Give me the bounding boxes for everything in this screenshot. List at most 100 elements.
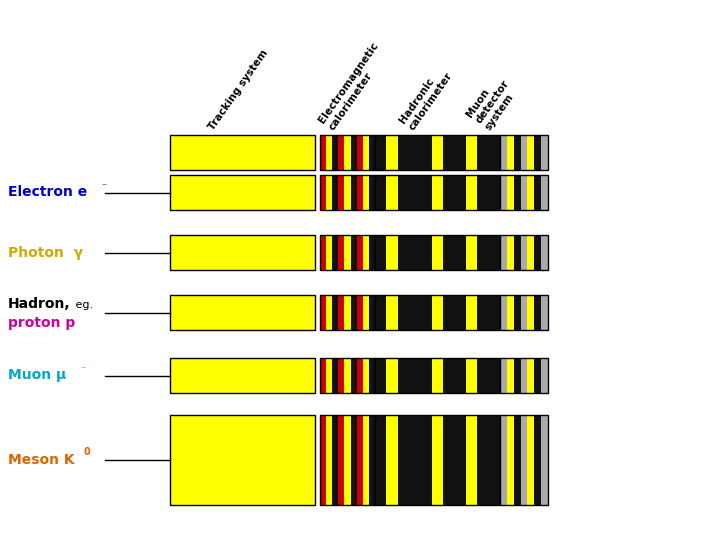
Text: Electron e: Electron e xyxy=(8,186,87,199)
Bar xyxy=(332,415,338,505)
Bar xyxy=(409,175,420,210)
Bar xyxy=(369,135,375,170)
Bar xyxy=(326,358,332,393)
Bar xyxy=(397,135,409,170)
Bar xyxy=(521,235,528,270)
Bar xyxy=(326,135,332,170)
Bar xyxy=(170,235,315,270)
Bar xyxy=(338,358,344,393)
Bar xyxy=(369,415,375,505)
Bar xyxy=(454,235,466,270)
Bar xyxy=(534,175,541,210)
Text: Hadronic
calorimeter: Hadronic calorimeter xyxy=(397,64,454,132)
Bar xyxy=(500,135,507,170)
Bar xyxy=(409,235,420,270)
Bar xyxy=(454,415,466,505)
Bar xyxy=(351,135,356,170)
Bar xyxy=(477,415,489,505)
Bar xyxy=(356,175,363,210)
Bar xyxy=(320,358,326,393)
Bar xyxy=(432,415,444,505)
Bar xyxy=(351,295,356,330)
Text: ⁻: ⁻ xyxy=(101,183,106,192)
Bar xyxy=(477,358,489,393)
Bar xyxy=(500,235,507,270)
Bar xyxy=(375,175,387,210)
Bar xyxy=(444,358,454,393)
Bar xyxy=(344,415,351,505)
Bar xyxy=(534,135,541,170)
Bar xyxy=(420,135,432,170)
Bar xyxy=(170,415,315,505)
Bar xyxy=(489,295,500,330)
Bar xyxy=(528,415,534,505)
Bar xyxy=(500,175,507,210)
Bar xyxy=(344,295,351,330)
Bar xyxy=(432,358,444,393)
Bar xyxy=(320,295,326,330)
Bar xyxy=(500,415,507,505)
Bar xyxy=(444,415,454,505)
Text: Electromagnetic
calorimeter: Electromagnetic calorimeter xyxy=(318,40,390,132)
Bar xyxy=(444,235,454,270)
Bar xyxy=(369,295,375,330)
Bar xyxy=(170,175,315,210)
Bar xyxy=(375,135,387,170)
Bar xyxy=(466,358,477,393)
Bar xyxy=(454,295,466,330)
Bar xyxy=(369,175,375,210)
Bar xyxy=(320,175,375,210)
Bar xyxy=(466,415,477,505)
Text: Photon  γ: Photon γ xyxy=(8,246,83,260)
Bar xyxy=(500,295,507,330)
Bar xyxy=(432,135,444,170)
Bar xyxy=(320,295,375,330)
Bar xyxy=(387,295,397,330)
Bar xyxy=(432,295,444,330)
Bar xyxy=(500,235,548,270)
Bar xyxy=(387,235,397,270)
Bar xyxy=(454,135,466,170)
Bar xyxy=(500,175,548,210)
Bar xyxy=(466,235,477,270)
Bar xyxy=(454,358,466,393)
Bar xyxy=(375,415,387,505)
Bar xyxy=(513,358,521,393)
Bar xyxy=(387,415,397,505)
Bar xyxy=(344,235,351,270)
Bar xyxy=(369,235,375,270)
Bar xyxy=(521,175,528,210)
Bar xyxy=(477,135,489,170)
Bar xyxy=(534,235,541,270)
Bar xyxy=(541,295,548,330)
Bar xyxy=(375,175,500,210)
Bar xyxy=(375,235,387,270)
Bar xyxy=(500,358,507,393)
Text: Muon
detector
system: Muon detector system xyxy=(465,72,521,132)
Bar xyxy=(521,135,528,170)
Bar xyxy=(409,415,420,505)
Bar xyxy=(375,358,500,393)
Bar xyxy=(387,135,397,170)
Bar xyxy=(541,135,548,170)
Text: Muon μ: Muon μ xyxy=(8,368,66,382)
Bar xyxy=(432,235,444,270)
Bar xyxy=(332,358,338,393)
Bar xyxy=(513,175,521,210)
Bar xyxy=(332,295,338,330)
Bar xyxy=(541,358,548,393)
Bar xyxy=(432,175,444,210)
Bar xyxy=(320,415,326,505)
Bar xyxy=(326,295,332,330)
Bar xyxy=(477,175,489,210)
Bar xyxy=(397,295,409,330)
Bar xyxy=(363,295,369,330)
Bar xyxy=(387,175,397,210)
Bar xyxy=(344,358,351,393)
Text: 0: 0 xyxy=(84,447,91,457)
Bar xyxy=(363,175,369,210)
Bar xyxy=(351,415,356,505)
Bar xyxy=(489,135,500,170)
Bar xyxy=(420,175,432,210)
Bar xyxy=(356,295,363,330)
